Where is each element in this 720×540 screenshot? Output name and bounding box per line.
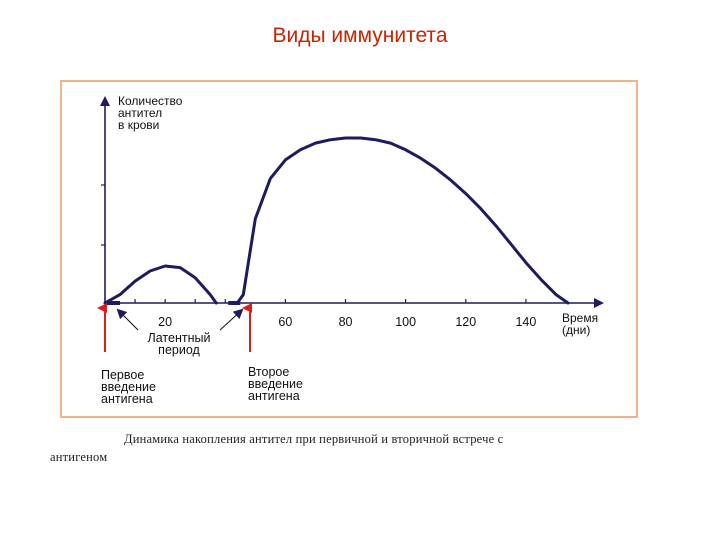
annotation-second-antigen: введение (248, 377, 303, 391)
caption-line-1: Динамика накопления антител при первично… (124, 432, 504, 446)
x-tick-label: 20 (158, 315, 172, 329)
annotation-first-antigen: антигена (101, 392, 153, 406)
x-tick-label: 120 (455, 315, 476, 329)
secondary-response-curve (235, 136, 570, 305)
x-tick-label: 60 (278, 315, 292, 329)
y-axis-label: антител (118, 106, 162, 120)
x-axis-label: (дни) (562, 323, 590, 337)
y-axis-label: в крови (118, 118, 159, 132)
annotation-second-antigen: Второе (248, 365, 289, 379)
latent-pointer-right (219, 308, 244, 331)
annotation-first-antigen: Первое (101, 368, 144, 382)
primary-response-curve (103, 264, 218, 305)
latent-pointer-left (116, 308, 139, 331)
annotation-first-antigen: введение (101, 380, 156, 394)
x-tick-label: 140 (515, 315, 536, 329)
annotation-latent-period: период (158, 343, 200, 357)
caption-line-2: антигеном (50, 450, 108, 464)
y-axis-label: Количество (118, 94, 183, 108)
annotation-second-antigen: антигена (248, 389, 300, 403)
figure-caption: Динамика накопления антител при первично… (50, 430, 650, 466)
x-tick-label: 80 (339, 315, 353, 329)
annotation-latent-period: Латентный (148, 331, 211, 345)
figure-frame (60, 80, 638, 418)
x-tick-label: 100 (395, 315, 416, 329)
slide-title: Виды иммунитета (272, 24, 448, 47)
x-axis-label: Время (562, 311, 598, 325)
